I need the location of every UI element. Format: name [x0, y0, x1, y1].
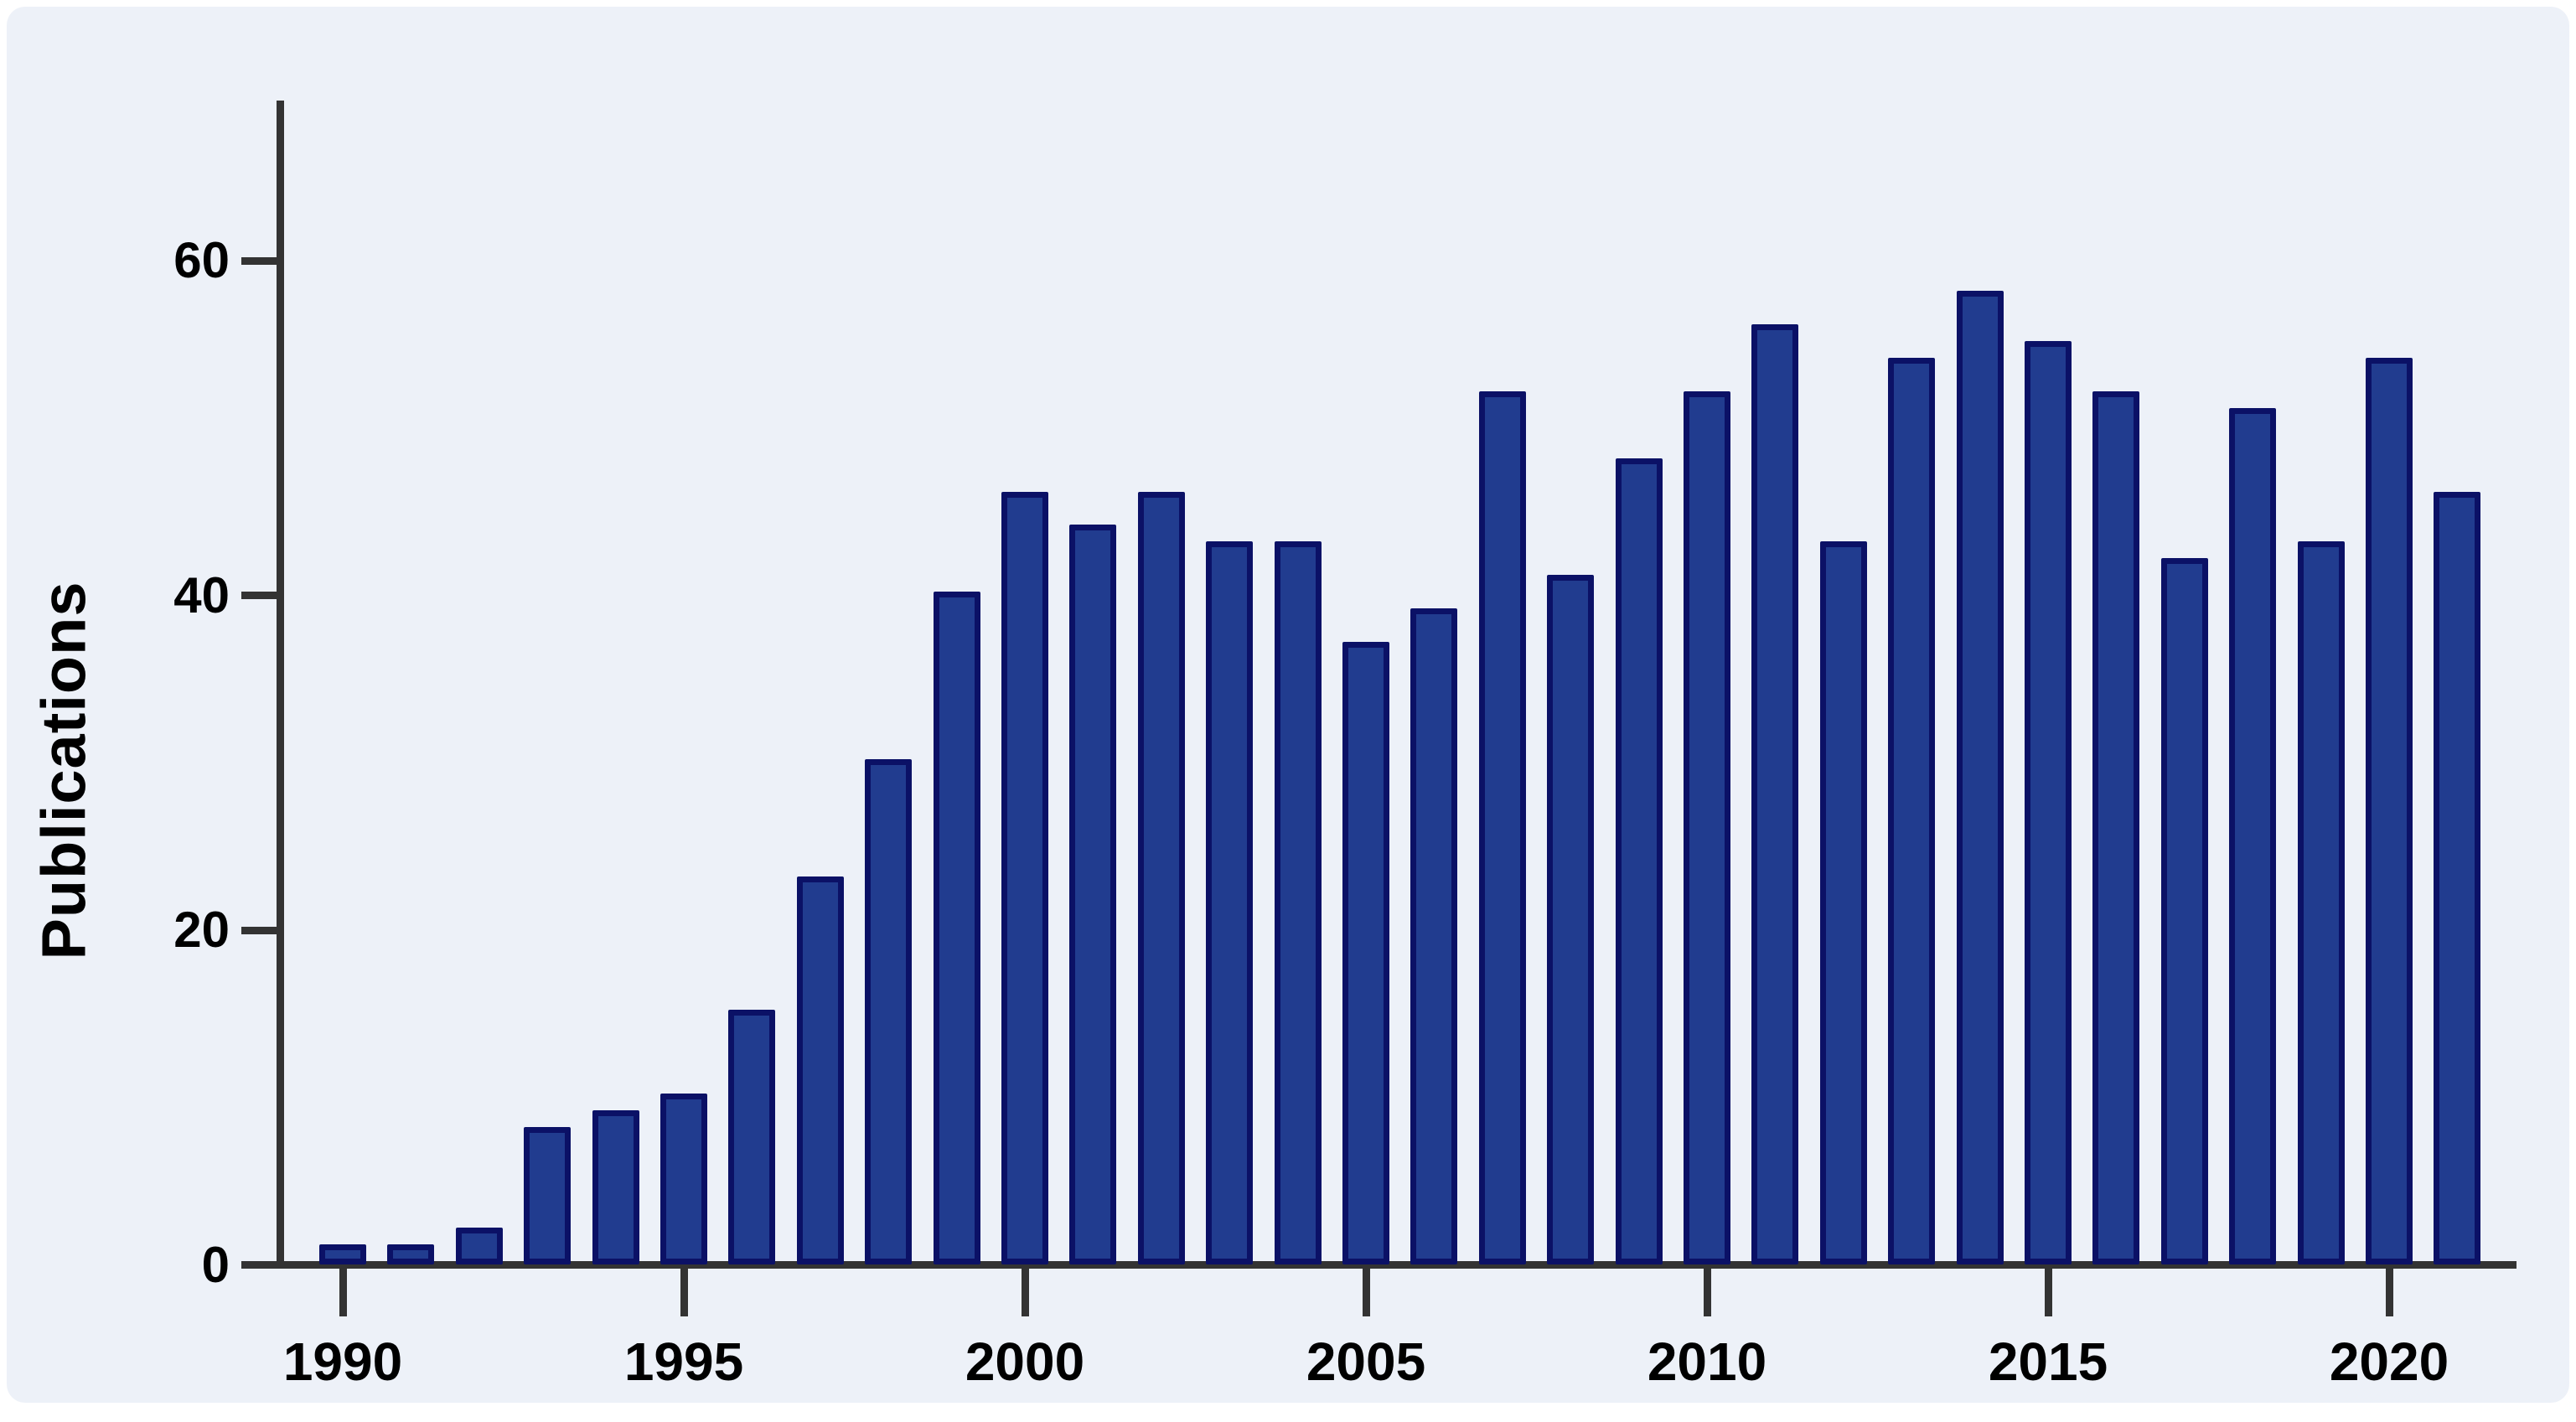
- x-tick: [2045, 1269, 2052, 1316]
- bar-2019: [2298, 541, 2345, 1264]
- y-axis-title: Publications: [28, 581, 99, 960]
- y-tick: [241, 1261, 277, 1269]
- bar-2007: [1479, 391, 1526, 1264]
- bar-chart-plot-area: Publications 0 20 40 60 1990 1995 2000 2005 2010…: [7, 7, 2569, 1403]
- bar-1996: [728, 1010, 775, 1264]
- bar-2017: [2161, 558, 2208, 1264]
- x-tick-label: 1995: [623, 1332, 744, 1392]
- bar-1991: [387, 1244, 434, 1264]
- bar-1997: [797, 876, 844, 1264]
- bar-2004: [1275, 541, 1322, 1264]
- bar-2001: [1069, 525, 1116, 1264]
- bar-2005: [1342, 642, 1389, 1264]
- bar-2014: [1957, 291, 2004, 1264]
- x-tick-label: 2015: [1988, 1332, 2108, 1392]
- x-axis-line: [273, 1261, 2517, 1269]
- bar-1992: [456, 1228, 503, 1264]
- bar-1999: [934, 592, 980, 1264]
- x-tick: [1363, 1269, 1370, 1316]
- bar-2002: [1138, 492, 1185, 1264]
- x-tick: [339, 1269, 347, 1316]
- x-tick: [2386, 1269, 2393, 1316]
- bar-2018: [2229, 408, 2276, 1264]
- y-tick: [241, 592, 277, 599]
- bar-2021: [2434, 492, 2480, 1264]
- bar-2000: [1001, 492, 1048, 1264]
- x-tick-label: 1990: [282, 1332, 403, 1392]
- x-tick-label: 2000: [965, 1332, 1085, 1392]
- x-tick-label: 2005: [1306, 1332, 1426, 1392]
- bar-2020: [2366, 358, 2413, 1264]
- bar-2012: [1820, 541, 1867, 1264]
- y-tick-label: 0: [201, 1237, 230, 1293]
- y-tick: [241, 927, 277, 934]
- y-tick-label: 40: [173, 567, 230, 623]
- bar-2003: [1206, 541, 1253, 1264]
- y-tick: [241, 257, 277, 265]
- y-axis-line: [277, 101, 284, 1269]
- bar-1994: [592, 1110, 639, 1264]
- bar-2011: [1751, 324, 1798, 1264]
- bar-2013: [1888, 358, 1935, 1264]
- y-tick-label: 20: [173, 902, 230, 958]
- bar-1993: [524, 1127, 571, 1264]
- y-tick-label: 60: [173, 232, 230, 288]
- bar-2008: [1547, 575, 1594, 1264]
- figure-panel: Publications 0 20 40 60 1990 1995 2000 2005 2010…: [7, 7, 2569, 1403]
- bar-1990: [319, 1244, 366, 1264]
- x-tick: [1022, 1269, 1029, 1316]
- bar-1998: [865, 759, 912, 1264]
- x-tick: [680, 1269, 688, 1316]
- x-tick-label: 2020: [2329, 1332, 2449, 1392]
- x-tick: [1704, 1269, 1711, 1316]
- bar-2016: [2092, 391, 2139, 1264]
- bar-2015: [2025, 341, 2072, 1264]
- bar-1995: [660, 1094, 707, 1264]
- bar-2009: [1616, 458, 1663, 1264]
- bar-2010: [1684, 391, 1730, 1264]
- bar-2006: [1410, 608, 1457, 1264]
- x-tick-label: 2010: [1647, 1332, 1767, 1392]
